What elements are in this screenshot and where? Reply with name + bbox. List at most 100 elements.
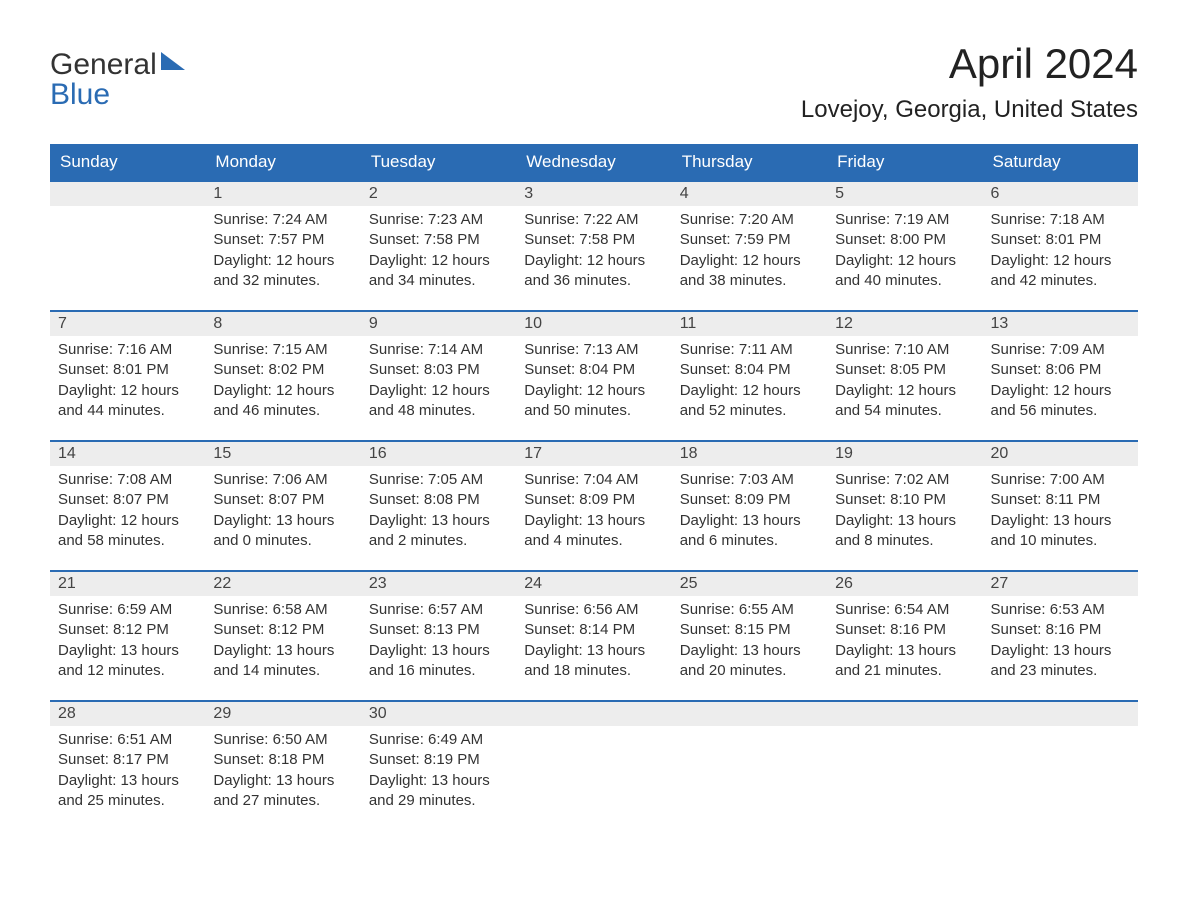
calendar-cell: 10Sunrise: 7:13 AMSunset: 8:04 PMDayligh…: [516, 311, 671, 441]
calendar-cell: [516, 701, 671, 831]
day-detail: Sunrise: 7:16 AMSunset: 8:01 PMDaylight:…: [50, 336, 205, 431]
day-detail: Sunrise: 6:58 AMSunset: 8:12 PMDaylight:…: [205, 596, 360, 691]
day-number: 19: [827, 442, 982, 466]
calendar-row: 7Sunrise: 7:16 AMSunset: 8:01 PMDaylight…: [50, 311, 1138, 441]
calendar-cell: 16Sunrise: 7:05 AMSunset: 8:08 PMDayligh…: [361, 441, 516, 571]
calendar-cell: 9Sunrise: 7:14 AMSunset: 8:03 PMDaylight…: [361, 311, 516, 441]
calendar-cell: 3Sunrise: 7:22 AMSunset: 7:58 PMDaylight…: [516, 181, 671, 311]
day-number: [827, 702, 982, 726]
day-number: 21: [50, 572, 205, 596]
day-number: [516, 702, 671, 726]
brand-triangle-icon: [161, 52, 185, 70]
day-detail: [983, 726, 1138, 740]
day-detail: Sunrise: 7:09 AMSunset: 8:06 PMDaylight:…: [983, 336, 1138, 431]
day-detail: Sunrise: 7:14 AMSunset: 8:03 PMDaylight:…: [361, 336, 516, 431]
calendar-table: SundayMondayTuesdayWednesdayThursdayFrid…: [50, 144, 1138, 831]
calendar-cell: 23Sunrise: 6:57 AMSunset: 8:13 PMDayligh…: [361, 571, 516, 701]
calendar-row: 14Sunrise: 7:08 AMSunset: 8:07 PMDayligh…: [50, 441, 1138, 571]
day-detail: Sunrise: 7:15 AMSunset: 8:02 PMDaylight:…: [205, 336, 360, 431]
day-detail: Sunrise: 7:18 AMSunset: 8:01 PMDaylight:…: [983, 206, 1138, 301]
day-detail: Sunrise: 7:10 AMSunset: 8:05 PMDaylight:…: [827, 336, 982, 431]
calendar-cell: 27Sunrise: 6:53 AMSunset: 8:16 PMDayligh…: [983, 571, 1138, 701]
calendar-cell: 5Sunrise: 7:19 AMSunset: 8:00 PMDaylight…: [827, 181, 982, 311]
day-detail: Sunrise: 6:54 AMSunset: 8:16 PMDaylight:…: [827, 596, 982, 691]
calendar-cell: 14Sunrise: 7:08 AMSunset: 8:07 PMDayligh…: [50, 441, 205, 571]
day-detail: Sunrise: 7:00 AMSunset: 8:11 PMDaylight:…: [983, 466, 1138, 561]
calendar-cell: [983, 701, 1138, 831]
day-detail: Sunrise: 7:19 AMSunset: 8:00 PMDaylight:…: [827, 206, 982, 301]
day-number: 25: [672, 572, 827, 596]
day-number: 30: [361, 702, 516, 726]
day-number: 15: [205, 442, 360, 466]
day-detail: Sunrise: 7:11 AMSunset: 8:04 PMDaylight:…: [672, 336, 827, 431]
day-number: 14: [50, 442, 205, 466]
calendar-cell: 21Sunrise: 6:59 AMSunset: 8:12 PMDayligh…: [50, 571, 205, 701]
calendar-cell: 4Sunrise: 7:20 AMSunset: 7:59 PMDaylight…: [672, 181, 827, 311]
brand-logo: General Blue: [50, 50, 185, 110]
calendar-cell: [672, 701, 827, 831]
day-number: 5: [827, 182, 982, 206]
day-detail: Sunrise: 6:57 AMSunset: 8:13 PMDaylight:…: [361, 596, 516, 691]
day-detail: Sunrise: 7:05 AMSunset: 8:08 PMDaylight:…: [361, 466, 516, 561]
calendar-cell: 30Sunrise: 6:49 AMSunset: 8:19 PMDayligh…: [361, 701, 516, 831]
calendar-cell: 17Sunrise: 7:04 AMSunset: 8:09 PMDayligh…: [516, 441, 671, 571]
day-number: 10: [516, 312, 671, 336]
calendar-cell: 24Sunrise: 6:56 AMSunset: 8:14 PMDayligh…: [516, 571, 671, 701]
weekday-header: Tuesday: [361, 144, 516, 181]
calendar-cell: 8Sunrise: 7:15 AMSunset: 8:02 PMDaylight…: [205, 311, 360, 441]
calendar-cell: 7Sunrise: 7:16 AMSunset: 8:01 PMDaylight…: [50, 311, 205, 441]
day-detail: Sunrise: 7:04 AMSunset: 8:09 PMDaylight:…: [516, 466, 671, 561]
calendar-row: 1Sunrise: 7:24 AMSunset: 7:57 PMDaylight…: [50, 181, 1138, 311]
day-number: [50, 182, 205, 206]
day-number: [983, 702, 1138, 726]
day-number: 7: [50, 312, 205, 336]
weekday-header: Friday: [827, 144, 982, 181]
calendar-cell: 6Sunrise: 7:18 AMSunset: 8:01 PMDaylight…: [983, 181, 1138, 311]
day-number: 17: [516, 442, 671, 466]
day-number: 27: [983, 572, 1138, 596]
day-detail: Sunrise: 7:22 AMSunset: 7:58 PMDaylight:…: [516, 206, 671, 301]
day-detail: [50, 206, 205, 220]
day-number: 20: [983, 442, 1138, 466]
day-number: 3: [516, 182, 671, 206]
day-detail: Sunrise: 6:49 AMSunset: 8:19 PMDaylight:…: [361, 726, 516, 821]
day-detail: [516, 726, 671, 740]
calendar-row: 21Sunrise: 6:59 AMSunset: 8:12 PMDayligh…: [50, 571, 1138, 701]
day-number: 1: [205, 182, 360, 206]
location-subtitle: Lovejoy, Georgia, United States: [801, 96, 1138, 124]
calendar-row: 28Sunrise: 6:51 AMSunset: 8:17 PMDayligh…: [50, 701, 1138, 831]
calendar-cell: 15Sunrise: 7:06 AMSunset: 8:07 PMDayligh…: [205, 441, 360, 571]
day-number: 29: [205, 702, 360, 726]
calendar-cell: 12Sunrise: 7:10 AMSunset: 8:05 PMDayligh…: [827, 311, 982, 441]
calendar-cell: 20Sunrise: 7:00 AMSunset: 8:11 PMDayligh…: [983, 441, 1138, 571]
weekday-header: Thursday: [672, 144, 827, 181]
brand-word-1: General: [50, 48, 157, 81]
day-number: 13: [983, 312, 1138, 336]
weekday-header: Sunday: [50, 144, 205, 181]
day-number: 8: [205, 312, 360, 336]
day-detail: Sunrise: 7:08 AMSunset: 8:07 PMDaylight:…: [50, 466, 205, 561]
calendar-cell: 1Sunrise: 7:24 AMSunset: 7:57 PMDaylight…: [205, 181, 360, 311]
day-detail: Sunrise: 7:06 AMSunset: 8:07 PMDaylight:…: [205, 466, 360, 561]
day-detail: Sunrise: 7:23 AMSunset: 7:58 PMDaylight:…: [361, 206, 516, 301]
day-detail: [672, 726, 827, 740]
weekday-header: Saturday: [983, 144, 1138, 181]
day-number: 6: [983, 182, 1138, 206]
brand-word-2: Blue: [50, 78, 110, 111]
day-detail: Sunrise: 7:20 AMSunset: 7:59 PMDaylight:…: [672, 206, 827, 301]
calendar-cell: 29Sunrise: 6:50 AMSunset: 8:18 PMDayligh…: [205, 701, 360, 831]
day-detail: Sunrise: 6:51 AMSunset: 8:17 PMDaylight:…: [50, 726, 205, 821]
day-detail: Sunrise: 6:56 AMSunset: 8:14 PMDaylight:…: [516, 596, 671, 691]
day-detail: Sunrise: 6:59 AMSunset: 8:12 PMDaylight:…: [50, 596, 205, 691]
day-number: 18: [672, 442, 827, 466]
calendar-body: 1Sunrise: 7:24 AMSunset: 7:57 PMDaylight…: [50, 181, 1138, 831]
weekday-header: Monday: [205, 144, 360, 181]
day-number: [672, 702, 827, 726]
day-detail: Sunrise: 7:03 AMSunset: 8:09 PMDaylight:…: [672, 466, 827, 561]
calendar-cell: 11Sunrise: 7:11 AMSunset: 8:04 PMDayligh…: [672, 311, 827, 441]
day-number: 11: [672, 312, 827, 336]
calendar-cell: 28Sunrise: 6:51 AMSunset: 8:17 PMDayligh…: [50, 701, 205, 831]
calendar-cell: 22Sunrise: 6:58 AMSunset: 8:12 PMDayligh…: [205, 571, 360, 701]
day-detail: Sunrise: 7:02 AMSunset: 8:10 PMDaylight:…: [827, 466, 982, 561]
day-number: 16: [361, 442, 516, 466]
